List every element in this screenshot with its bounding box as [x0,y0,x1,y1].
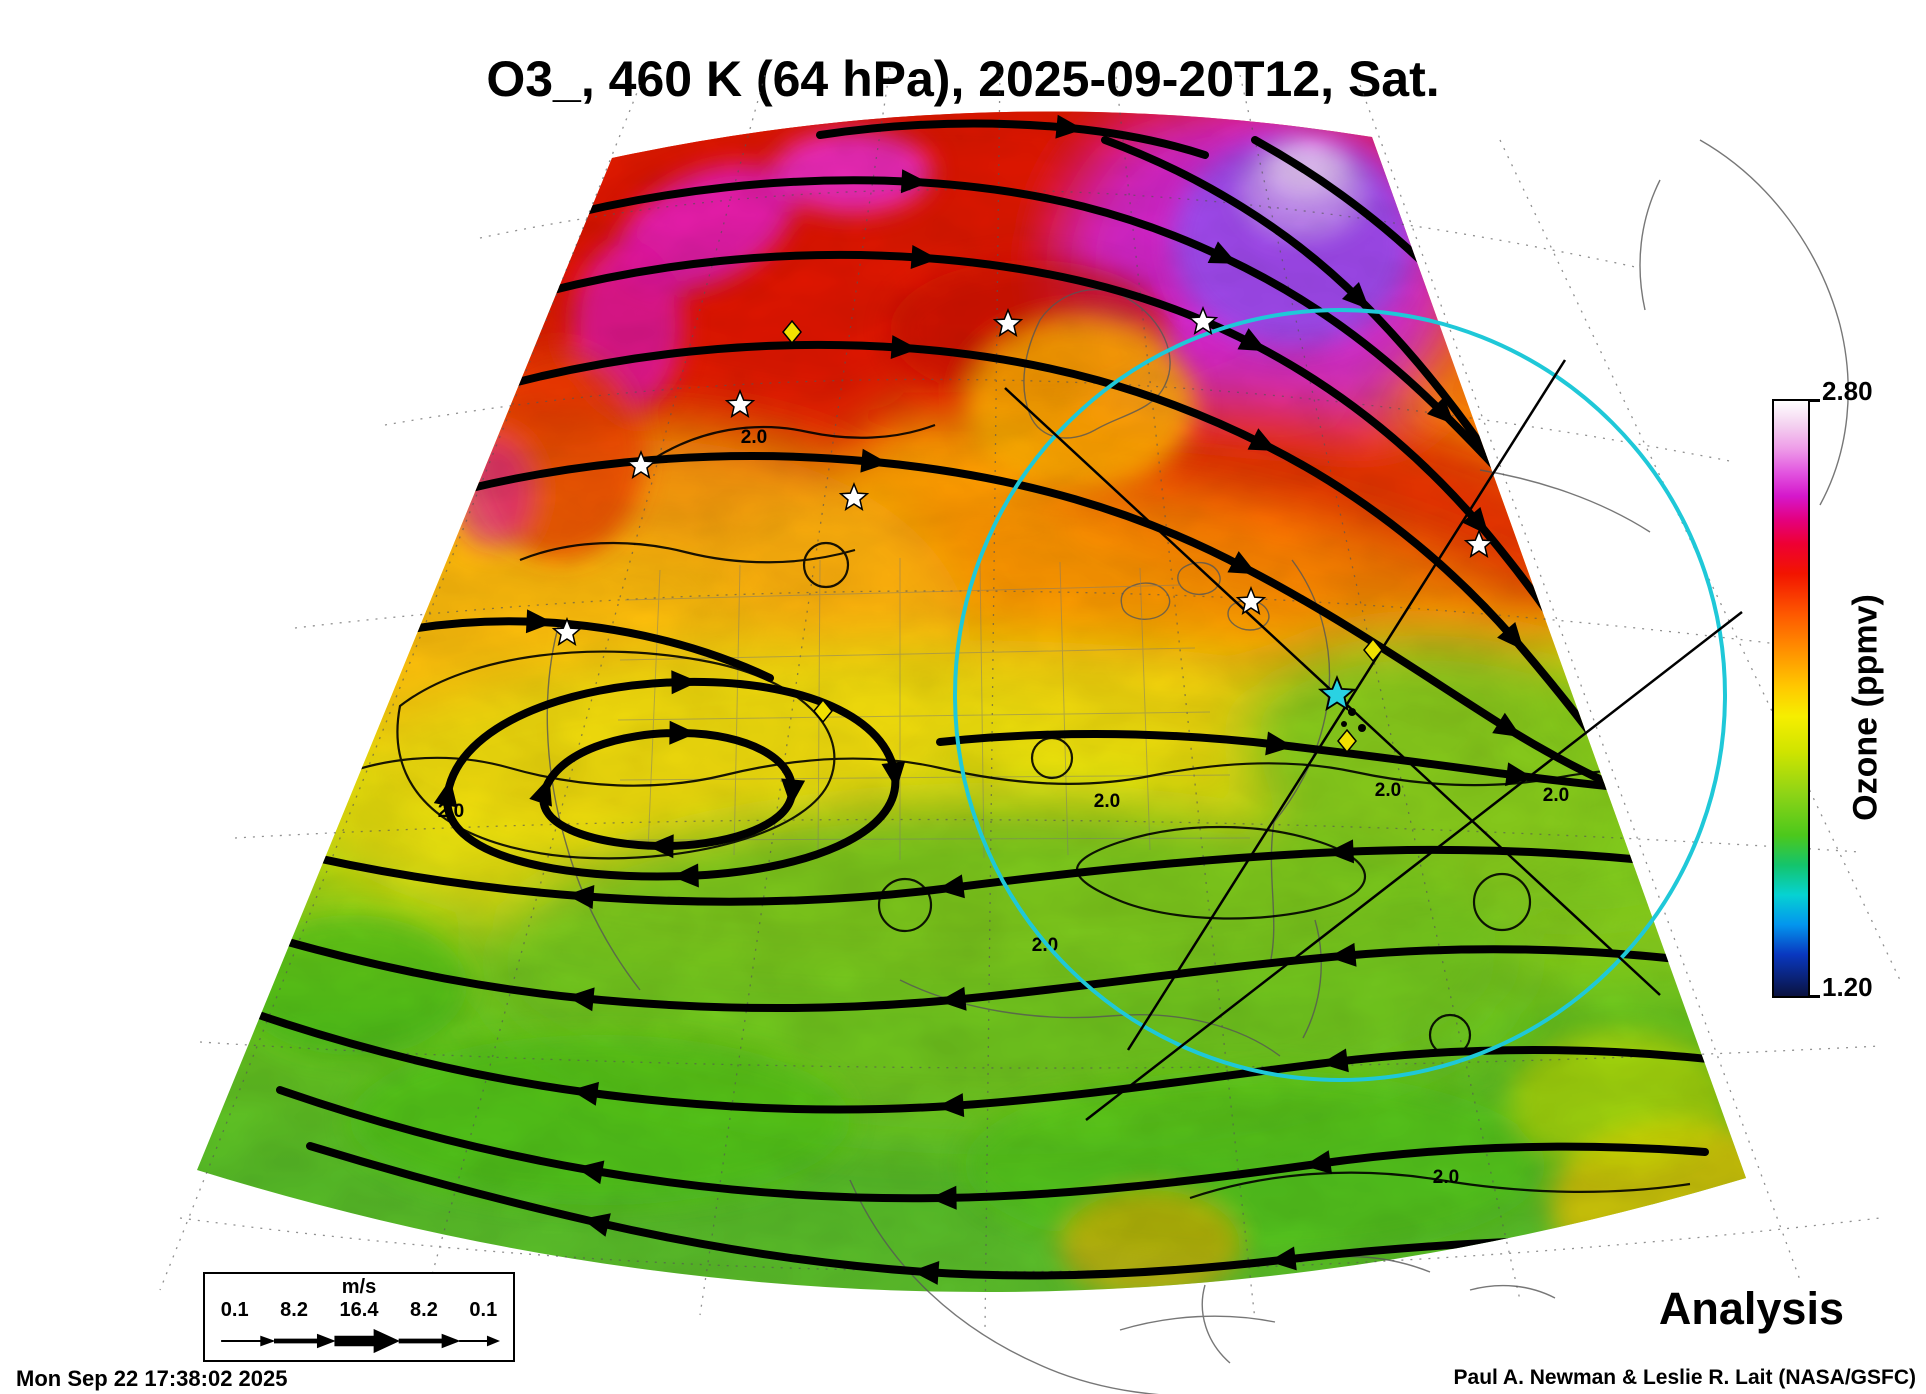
colorbar-tick [1810,995,1820,998]
wind-scale-value: 16.4 [339,1299,379,1321]
streamline [421,448,1724,829]
colorbar-min-label: 1.20 [1822,972,1873,1002]
latitude-gridline [199,1041,1881,1069]
streamline [539,733,792,846]
trajectory-point [1358,724,1366,732]
contour-label: 2.0 [1543,785,1569,806]
wind-scale-arrows-icon [221,1328,501,1354]
credit-text: Paul A. Newman & Leslie R. Lait (NASA/GS… [1453,1366,1916,1389]
trajectory-point [1341,721,1347,727]
streamline [276,1086,1709,1210]
streamline [236,924,1746,1013]
wind-streamlines [236,114,1746,1285]
contour-label: 2.0 [1433,1167,1459,1188]
ozone-field [197,111,1746,1293]
coastline [1469,1284,1556,1299]
streamline [252,1010,1739,1118]
contour-label: 2.0 [1094,791,1120,812]
streamline [246,838,1746,909]
longitude-gridline [1499,139,1901,981]
wind-scale-legend: m/s 0.1 8.2 16.4 8.2 0.1 [203,1272,515,1362]
wind-scale-value: 8.2 [410,1299,438,1321]
contour-label: 2.0 [1375,780,1401,801]
map-title: O3_, 460 K (64 hPa), 2025-09-20T12, Sat. [486,51,1440,107]
wind-scale-value: 8.2 [280,1299,308,1321]
latitude-gridline [234,818,1861,853]
coastline [1699,139,1849,506]
generated-timestamp: Mon Sep 22 17:38:02 2025 [16,1366,288,1391]
colorbar-axis-label: Ozone (ppmv) [1846,594,1885,821]
ozone-field-texture [197,111,1746,1293]
colorbar-max-label: 2.80 [1822,376,1873,406]
streamline [466,335,1659,829]
streamline [306,1142,1659,1285]
coastline [1119,1315,1276,1331]
wind-scale-units: m/s [341,1276,377,1298]
wind-scale-values: 0.1 8.2 16.4 8.2 0.1 [205,1299,513,1322]
contour-line [1472,872,1532,932]
coastline [1639,179,1661,311]
trajectory-line [1085,611,1743,1121]
wind-scale-value: 0.1 [469,1299,498,1321]
trajectory-point [1348,708,1356,716]
colorbar-tick [1810,399,1820,402]
wind-scale-value: 0.1 [220,1299,249,1321]
longitude-gridline [984,64,1001,1331]
contour-line [802,541,850,589]
range-circle-overlay [953,308,1727,1082]
colorbar-gradient [1772,399,1810,998]
coastline [1201,1284,1231,1364]
streamline [816,114,1209,159]
contour-line [519,541,856,564]
analysis-label: Analysis [1658,1283,1844,1334]
contour-label: 2.0 [741,427,767,448]
